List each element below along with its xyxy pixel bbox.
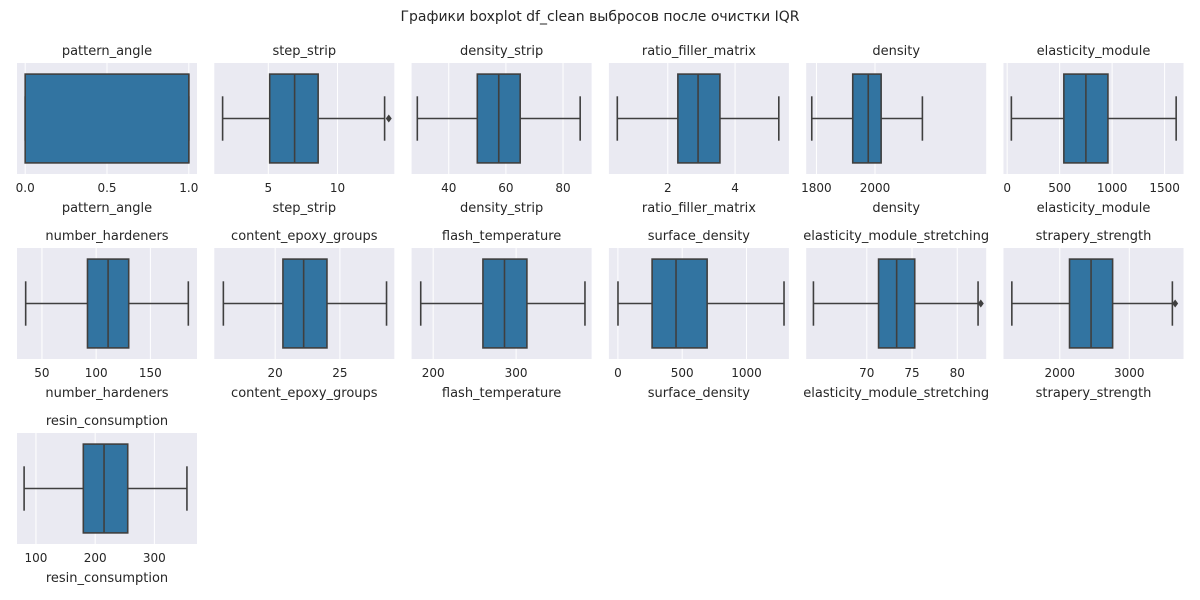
x-axis-label: flash_temperature [442,386,561,401]
x-axis-label: step_strip [272,201,336,216]
iqr-box [282,258,328,349]
figure-title: Графики boxplot df_clean выбросов после … [400,9,800,25]
iqr-box [677,73,721,164]
subplot-strapery_strength: 2000 3000 strapery_strength strapery_streng… [1003,229,1184,401]
x-tick-label: 2000 [1045,366,1076,380]
x-tick-label: 60 [498,181,513,195]
x-axis-label: ratio_filler_matrix [642,201,756,216]
x-tick-label: 0 [614,366,622,380]
x-tick-label: 0.0 [16,181,35,195]
x-tick-label: 300 [143,551,166,565]
outlier-point [385,114,392,123]
subplot-title: pattern_angle [62,44,152,59]
x-axis-label: pattern_angle [62,201,152,216]
subplot-surface_density: 0 500 1000 surface_density surface_density [608,229,789,401]
subplot-elasticity_module: 0 500 1000 1500 elasticity_module elasticity_… [1003,44,1184,216]
subplot-title: content_epoxy_groups [231,229,378,244]
x-tick-label: 150 [139,366,162,380]
x-tick-label: 1000 [731,366,762,380]
subplot-title: flash_temperature [442,229,561,244]
x-tick-label: 0.5 [97,181,116,195]
x-tick-label: 80 [555,181,570,195]
x-tick-label: 200 [422,366,445,380]
x-tick-label: 1500 [1149,181,1180,195]
x-tick-label: 1800 [801,181,832,195]
subplot-title: ratio_filler_matrix [642,44,756,59]
subplot-number_hardeners: 50 100 150 number_hardeners number_hardeners [17,229,197,401]
subplot-step_strip: 5 10 step_strip step_strip [214,44,395,216]
x-tick-label: 3000 [1114,366,1145,380]
subplot-density_strip: 40 60 80 density_strip density_strip [411,44,592,216]
subplot-title: resin_consumption [46,414,168,429]
subplot-title: surface_density [648,229,751,244]
x-tick-label: 80 [950,366,965,380]
iqr-box [24,73,190,164]
x-tick-label: 500 [671,366,694,380]
subplot-title: density [872,44,920,59]
x-tick-label: 5 [264,181,272,195]
x-tick-label: 1000 [1097,181,1128,195]
x-tick-label: 25 [332,366,347,380]
x-axis-label: strapery_strength [1036,386,1152,401]
x-axis-label: elasticity_module_stretching [803,386,989,401]
subplot-flash_temperature: 200 300 flash_temperature flash_temperature [411,229,592,401]
subplot-title: strapery_strength [1036,229,1152,244]
subplot-pattern_angle: 0.0 0.5 1.0 pattern_angle pattern_angle [16,44,199,216]
x-axis-label: resin_consumption [46,571,168,586]
iqr-box [82,443,129,534]
x-tick-label: 40 [441,181,456,195]
subplot-title: elasticity_module_stretching [803,229,989,244]
x-axis-label: content_epoxy_groups [231,386,378,401]
subplot-density: 1800 2000 density density [801,44,987,216]
x-axis-label: density_strip [460,201,543,216]
x-tick-label: 100 [85,366,108,380]
subplot-title: number_hardeners [45,229,168,244]
x-tick-label: 0 [1003,181,1011,195]
x-tick-label: 4 [731,181,739,195]
subplot-ratio_filler_matrix: 2 4 ratio_filler_matrix ratio_filler_matrix [608,44,789,216]
x-tick-label: 20 [268,366,283,380]
x-axis-label: elasticity_module [1037,201,1151,216]
x-tick-label: 70 [859,366,874,380]
outlier-point [1172,299,1179,308]
subplot-resin_consumption: 100 200 300 resin_consumption resin_consumpt… [17,414,197,586]
iqr-box [651,258,708,349]
subplot-title: elasticity_module [1037,44,1151,59]
x-tick-label: 100 [24,551,47,565]
x-axis-label: surface_density [648,386,751,401]
subplot-content_epoxy_groups: 20 25 content_epoxy_groups content_epoxy_gr… [214,229,395,401]
x-axis-label: number_hardeners [45,386,168,401]
x-tick-label: 75 [904,366,919,380]
subplot-elasticity_module_stretching: 70 75 80elasticity_module_stretchingelasti… [803,229,989,401]
subplot-title: step_strip [272,44,336,59]
x-axis-label: density [872,201,920,216]
x-tick-label: 200 [84,551,107,565]
x-tick-label: 2000 [860,181,891,195]
x-tick-label: 500 [1048,181,1071,195]
x-tick-label: 2 [664,181,672,195]
x-tick-label: 50 [34,366,49,380]
subplot-title: density_strip [460,44,543,59]
iqr-box [851,73,882,164]
x-tick-label: 10 [330,181,345,195]
outlier-point [977,299,984,308]
x-tick-label: 300 [505,366,528,380]
x-tick-label: 1.0 [179,181,198,195]
